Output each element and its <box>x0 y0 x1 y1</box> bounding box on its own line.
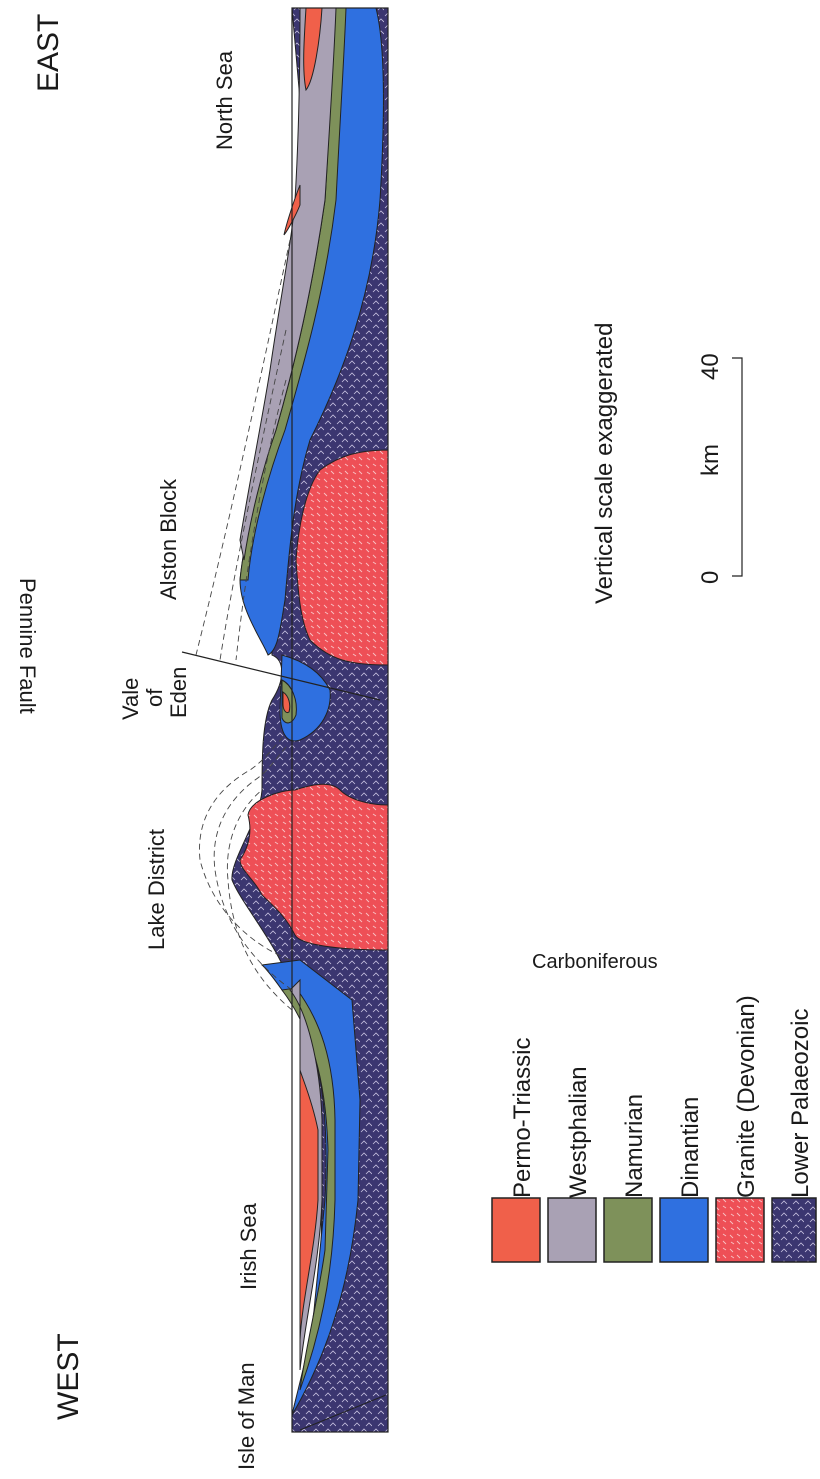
legend-label-dinantian: Dinantian <box>677 1097 704 1198</box>
irish-sea-label: Irish Sea <box>236 1202 261 1290</box>
legend: Carboniferous Permo-Triassic Westphalian… <box>491 951 817 1263</box>
isle-of-man-label: Isle of Man <box>234 1362 259 1470</box>
scale-tick-0: 0 <box>697 571 724 584</box>
scale-tick-40: 40 <box>697 353 724 380</box>
pennine-fault-label: Pennine Fault <box>15 578 40 714</box>
north-sea-label: North Sea <box>212 50 237 150</box>
legend-label-permo-triassic: Permo-Triassic <box>509 1038 536 1198</box>
pennine-fault-line <box>181 651 381 701</box>
legend-swatch-permo-triassic <box>491 1197 541 1263</box>
eden-label: Eden <box>166 667 191 718</box>
legend-swatch-dinantian <box>659 1197 709 1263</box>
legend-label-namurian: Namurian <box>621 1094 648 1198</box>
legend-group-label: Carboniferous <box>532 951 658 973</box>
scale-unit: km <box>697 444 724 476</box>
namurian-west <box>281 987 336 1391</box>
legend-swatch-lower-palaeozoic <box>771 1197 817 1263</box>
section-border <box>291 7 389 1433</box>
of-label: of <box>142 688 167 707</box>
eroded-strata-lines <box>195 239 293 1011</box>
lake-district-label: Lake District <box>144 829 169 950</box>
scale-note: Vertical scale exaggerated <box>591 322 618 604</box>
west-label: WEST <box>52 1333 85 1420</box>
isle-of-man-fault <box>299 1394 387 1431</box>
legend-label-granite: Granite (Devonian) <box>733 995 760 1198</box>
section-frame <box>181 7 389 1433</box>
alston-block-label: Alston Block <box>156 478 181 600</box>
legend-swatch-westphalian <box>547 1197 597 1263</box>
vale-label: Vale <box>118 678 143 720</box>
granite-alston <box>295 449 389 666</box>
legend-swatch-granite <box>715 1197 765 1263</box>
scale-bar <box>732 357 743 577</box>
legend-label-westphalian: Westphalian <box>565 1066 592 1198</box>
east-label: EAST <box>32 14 65 92</box>
legend-group-bracket <box>525 978 695 985</box>
granite-lake-district <box>239 783 389 951</box>
permo-triassic-west <box>299 1069 319 1341</box>
permo-triassic-east <box>303 7 323 92</box>
permo-triassic-eden <box>282 691 291 713</box>
legend-label-lower-palaeozoic: Lower Palaeozoic <box>787 1009 814 1198</box>
legend-swatch-namurian <box>603 1197 653 1263</box>
